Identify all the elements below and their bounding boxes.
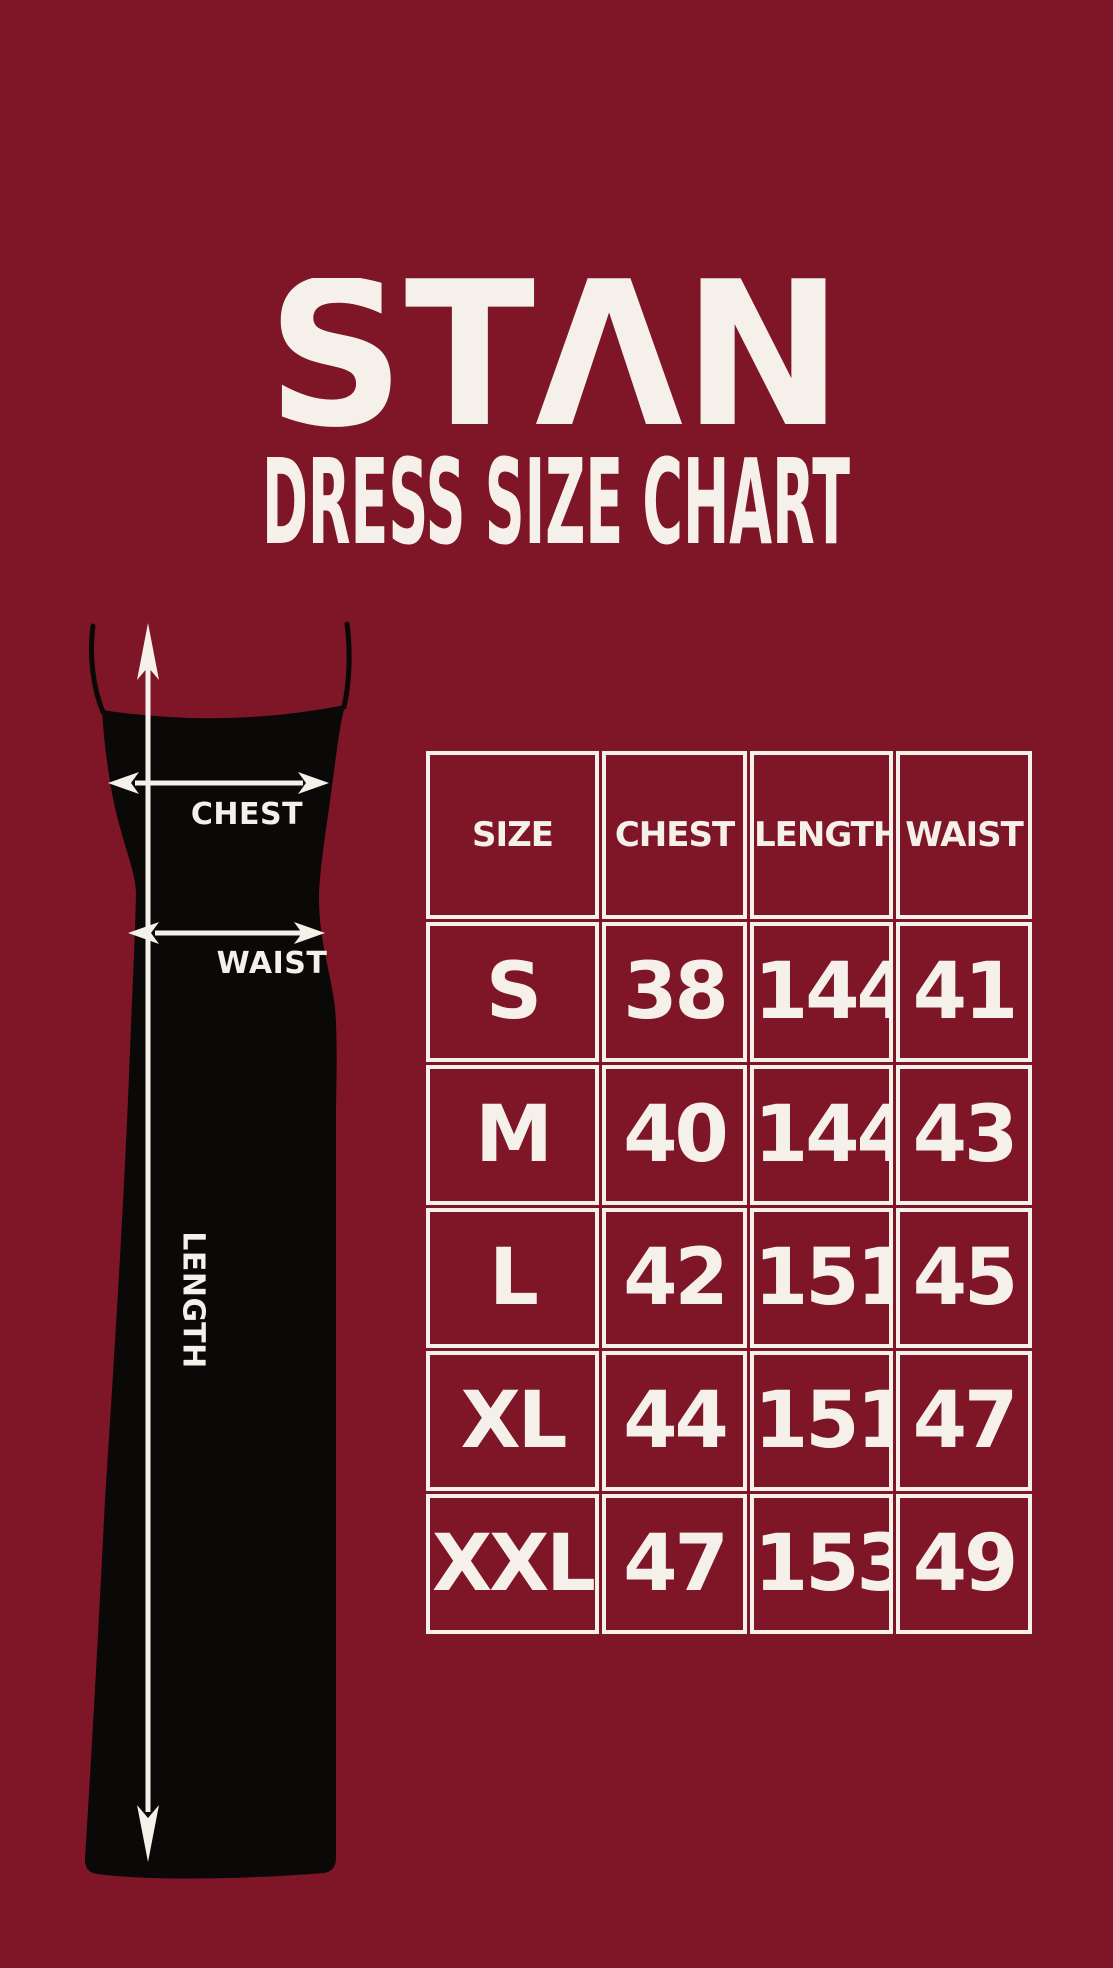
table-row-m: M 40 144 43 (426, 1065, 1032, 1205)
dress-silhouette (84, 705, 345, 1879)
dress-strap-right (341, 621, 352, 710)
dress-measurement-diagram: CHEST WAIST LENGTH (84, 621, 352, 1879)
header-cell-waist: WAIST (896, 751, 1032, 919)
subtitle-text: DRESS SIZE CHART (262, 453, 850, 547)
header-cell-chest: CHEST (602, 751, 747, 919)
value-cell: 144 (750, 922, 893, 1062)
waist-arrow (128, 922, 325, 944)
value-cell: 144 (750, 1065, 893, 1205)
value-cell: 42 (602, 1208, 747, 1348)
dress-strap-left (89, 623, 106, 715)
value-cell: 40 (602, 1065, 747, 1205)
size-table: SIZE CHEST LENGTH WAIST S 38 144 41 M 40… (423, 748, 1035, 1637)
value-cell: 41 (896, 922, 1032, 1062)
length-label: LENGTH (176, 1231, 211, 1368)
poster-subtitle: DRESS SIZE CHART (262, 453, 850, 547)
size-cell: L (426, 1208, 599, 1348)
value-cell: 151 (750, 1208, 893, 1348)
table-row-xxl: XXL 47 153 49 (426, 1494, 1032, 1634)
value-cell: 153 (750, 1494, 893, 1634)
size-cell: S (426, 922, 599, 1062)
chest-label: CHEST (191, 797, 303, 832)
logo-text: STΛN (267, 278, 843, 428)
length-arrow (137, 623, 159, 1862)
value-cell: 49 (896, 1494, 1032, 1634)
value-cell: 38 (602, 922, 747, 1062)
value-cell: 151 (750, 1351, 893, 1491)
value-cell: 47 (896, 1351, 1032, 1491)
size-cell: M (426, 1065, 599, 1205)
waist-label: WAIST (217, 946, 328, 981)
value-cell: 43 (896, 1065, 1032, 1205)
brand-logo: STΛN (267, 278, 843, 428)
size-cell: XXL (426, 1494, 599, 1634)
value-cell: 45 (896, 1208, 1032, 1348)
size-table-header-row: SIZE CHEST LENGTH WAIST (426, 751, 1032, 919)
table-row-s: S 38 144 41 (426, 922, 1032, 1062)
table-row-xl: XL 44 151 47 (426, 1351, 1032, 1491)
size-cell: XL (426, 1351, 599, 1491)
value-cell: 47 (602, 1494, 747, 1634)
header-cell-size: SIZE (426, 751, 599, 919)
header-cell-length: LENGTH (750, 751, 893, 919)
table-row-l: L 42 151 45 (426, 1208, 1032, 1348)
chest-arrow (108, 772, 329, 794)
value-cell: 44 (602, 1351, 747, 1491)
